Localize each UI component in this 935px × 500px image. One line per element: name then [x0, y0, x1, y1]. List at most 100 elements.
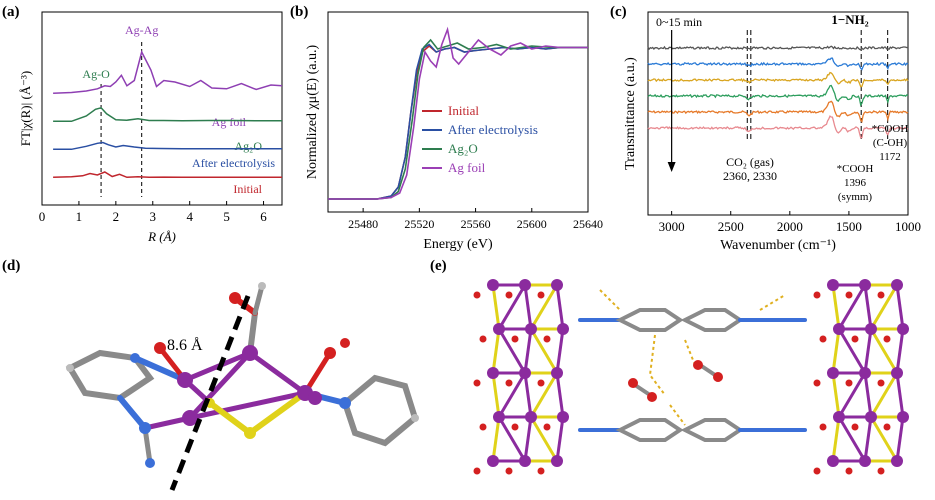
annotation-label: *COOH: [837, 163, 874, 175]
legend-entry: Initial: [448, 103, 479, 118]
annotation-label: 1172: [879, 151, 901, 163]
x-axis-label: R (Å): [147, 229, 176, 244]
oxygen-atom: [479, 335, 487, 343]
oxygen-atom: [877, 379, 885, 387]
legend-entry: Ag foil: [448, 160, 486, 175]
x-tick-label: 25520: [404, 217, 434, 231]
cluster-bond: [491, 416, 501, 462]
cluster-bond: [555, 372, 565, 418]
series-label: Ag₂O: [234, 139, 262, 153]
oxygen-atom: [511, 423, 519, 431]
series-line: [53, 171, 282, 179]
x-tick-label: 1500: [836, 219, 862, 234]
x-axis-label: Wavenumber (cm⁻¹): [720, 238, 836, 253]
oxygen-atom: [819, 335, 827, 343]
cluster-bond: [523, 284, 533, 330]
ag-atom: [487, 279, 499, 291]
oxygen-atom: [813, 379, 821, 387]
cluster-bond: [869, 284, 899, 330]
oxygen-atom: [473, 291, 481, 299]
molecular-structure-e: [473, 279, 909, 475]
annotation-label: Ag-Ag: [125, 23, 158, 37]
cluster-bond: [863, 416, 873, 462]
x-tick-label: 4: [186, 209, 193, 224]
oxygen-atom: [883, 423, 891, 431]
series-line: [53, 106, 282, 123]
ag-atom: [897, 323, 909, 335]
oxygen-atom: [543, 335, 551, 343]
ag-atom: [557, 411, 569, 423]
oxygen-atom: [851, 423, 859, 431]
time-arrow-head: [667, 162, 676, 172]
cluster-bond: [523, 416, 533, 462]
panel-c-label: (c): [610, 4, 627, 20]
cluster-bond: [555, 284, 565, 330]
annotation-label: Ag-O: [82, 67, 110, 81]
chart-c: 3000 2500 2000 1500 1000 Wavenumber (cm⁻¹) Tra…: [623, 11, 921, 253]
annotation-label: 2360, 2330: [723, 169, 777, 183]
oxygen-atom: [537, 291, 545, 299]
ir-spectrum-line: [647, 45, 909, 51]
series-label: Initial: [233, 182, 262, 196]
series-label: Ag foil: [212, 115, 247, 129]
cluster-bond: [491, 372, 501, 418]
x-tick-label: 6: [260, 209, 267, 224]
ag-atom: [519, 455, 531, 467]
cluster-bond: [831, 416, 841, 462]
ir-spectrum-line: [647, 115, 909, 139]
cluster-bond: [523, 328, 533, 374]
ag-atom: [525, 323, 537, 335]
cluster-bond: [523, 372, 533, 418]
y-axis-label: FT|χ(R)| (Å⁻³): [18, 71, 33, 147]
x-tick-label: 2: [113, 209, 120, 224]
ag-atom: [551, 367, 563, 379]
x-tick-label: 25600: [517, 217, 547, 231]
cluster-bond: [529, 372, 559, 418]
legend-entry: After electrolysis: [448, 122, 538, 137]
ag-atom: [525, 411, 537, 423]
hydrogen-bonds: [599, 289, 786, 426]
ir-spectrum-line: [647, 100, 909, 123]
ag-atom: [493, 323, 505, 335]
oxygen-atom: [473, 467, 481, 475]
oxygen-atom: [479, 423, 487, 431]
legend-entry: Ag₂O: [448, 141, 478, 156]
cluster-bond: [491, 328, 501, 374]
annotation-label: (symm): [838, 191, 873, 203]
distance-label: 8.6 Å: [167, 336, 203, 354]
linker-bottom: [578, 418, 807, 442]
oxygen-atom: [851, 335, 859, 343]
annotation-label: *COOH: [872, 123, 909, 135]
ir-spectrum-line: [647, 84, 909, 107]
ir-spectrum-line: [647, 57, 909, 71]
ag-atom: [865, 411, 877, 423]
cluster-bond: [869, 372, 899, 418]
cluster-bond: [831, 328, 841, 374]
ag-atom: [487, 367, 499, 379]
oxygen-atom: [813, 291, 821, 299]
formic-acid-molecules: [628, 360, 723, 402]
oxygen-atom: [511, 335, 519, 343]
oxygen-atom: [537, 379, 545, 387]
cluster-bond: [555, 416, 565, 462]
oxygen-atom: [537, 467, 545, 475]
oxygen-atom: [505, 467, 513, 475]
molecular-structure-d: 8.6 Å: [65, 282, 419, 491]
ag-atom: [827, 279, 839, 291]
cluster-bond: [491, 284, 501, 330]
ag-atom: [891, 367, 903, 379]
panel-d-label: (d): [2, 258, 21, 274]
x-axis-label: Energy (eV): [423, 237, 493, 252]
oxygen-atom: [813, 467, 821, 475]
ag-cluster-right: [813, 279, 909, 475]
x-tick-label: 25480: [348, 217, 378, 231]
y-axis-label: Transmittance (a.u.): [623, 57, 638, 170]
cluster-bond: [529, 416, 559, 462]
series-line: [328, 26, 588, 200]
ag-atom: [865, 323, 877, 335]
ag-atom: [891, 279, 903, 291]
cluster-bond: [863, 328, 873, 374]
cluster-bond: [863, 372, 873, 418]
x-tick-label: 3000: [659, 219, 685, 234]
cluster-bond: [529, 284, 559, 330]
